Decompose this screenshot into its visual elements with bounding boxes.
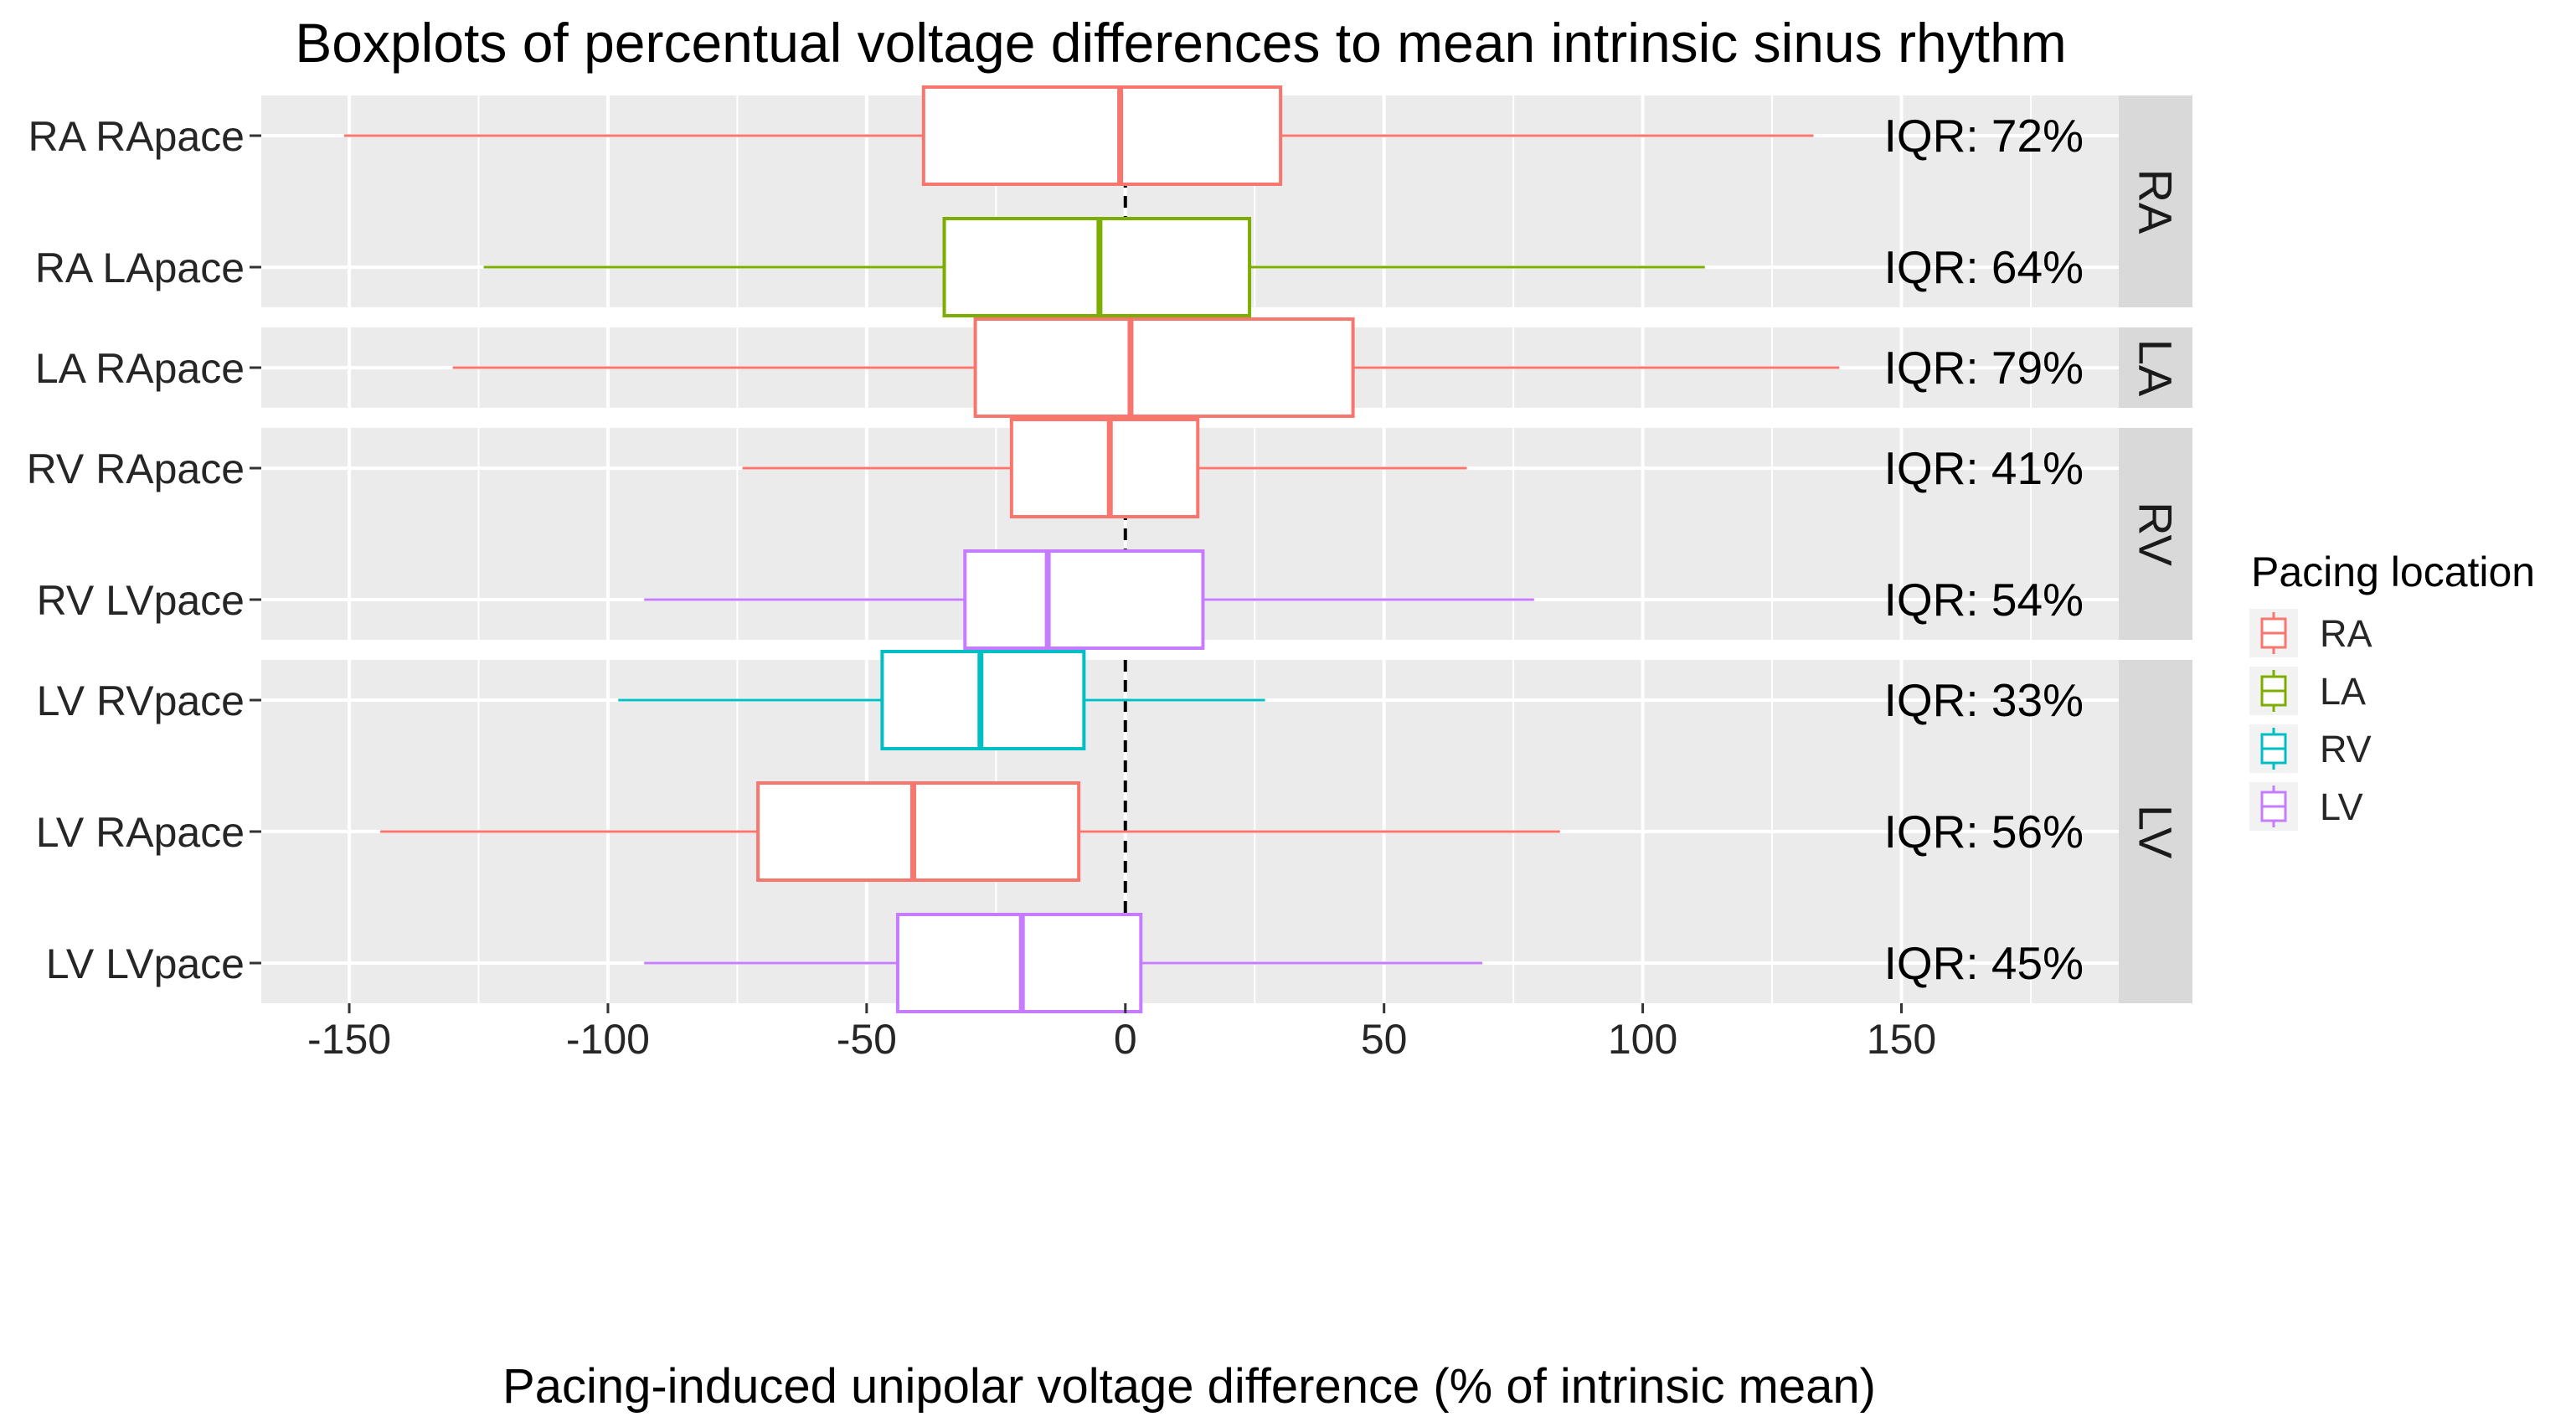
x-tick-label: -50 <box>837 1016 897 1063</box>
x-tick-label: 0 <box>1114 1016 1137 1063</box>
chart-title: Boxplots of percentual voltage differenc… <box>295 12 2067 74</box>
category-label: LA RApace <box>35 345 245 392</box>
x-tick-label: -100 <box>566 1016 650 1063</box>
iqr-label: IQR: 45% <box>1884 937 2084 989</box>
box-ra-lapace <box>483 217 1705 317</box>
box-lv-rvpace <box>618 650 1265 750</box>
box-la-rapace <box>452 317 1840 418</box>
strip-label: RV <box>2130 502 2182 566</box>
iqr-label: IQR: 79% <box>1884 342 2084 394</box>
legend-label: RV <box>2320 728 2372 770</box>
x-tick-label: 50 <box>1361 1016 1408 1063</box>
legend-label: LV <box>2320 786 2363 828</box>
iqr-label: IQR: 64% <box>1884 241 2084 293</box>
category-label: RA LApace <box>35 245 245 291</box>
iqr-label: IQR: 33% <box>1884 674 2084 726</box>
x-tick-label: 100 <box>1608 1016 1677 1063</box>
box-iqr <box>921 85 1283 186</box>
box-iqr <box>973 317 1355 418</box>
legend-label: RA <box>2320 612 2372 655</box>
iqr-label: IQR: 54% <box>1884 574 2084 626</box>
legend-item-ra: RA <box>2249 609 2372 657</box>
box-iqr <box>963 549 1205 650</box>
iqr-label: IQR: 41% <box>1884 442 2084 494</box>
x-tick-label: -150 <box>307 1016 391 1063</box>
iqr-label: IQR: 72% <box>1884 110 2084 162</box>
box-lv-lvpace <box>644 913 1483 1013</box>
box-rv-rapace <box>742 418 1467 518</box>
iqr-label: IQR: 56% <box>1884 806 2084 858</box>
strip-background <box>2119 428 2192 640</box>
x-axis-title: Pacing-induced unipolar voltage differen… <box>502 1359 1876 1414</box>
panel-rv: RV IQR: 41% RV RApace IQR: 54% RV LVpace <box>27 418 2192 650</box>
legend: Pacing location RA LA RV LV <box>2249 549 2535 831</box>
box-lv-rapace <box>380 781 1560 882</box>
box-iqr <box>756 781 1081 882</box>
panel-ra: RA IQR: 72% RA RApace IQR: 64% RA LApace <box>28 85 2192 317</box>
box-iqr <box>1009 418 1200 518</box>
strip-label: LA <box>2130 339 2182 397</box>
category-label: LV RVpace <box>37 677 245 724</box>
category-label: LV LVpace <box>46 940 245 987</box>
strip-background <box>2119 660 2192 1003</box>
legend-item-lv: LV <box>2249 782 2363 831</box>
category-label: LV RApace <box>36 809 245 856</box>
legend-label: LA <box>2320 670 2366 713</box>
legend-item-la: LA <box>2249 667 2366 715</box>
strip-label: LV <box>2130 805 2182 859</box>
legend-item-rv: RV <box>2249 724 2372 773</box>
strip-background <box>2119 95 2192 307</box>
strip-label: RA <box>2130 169 2182 234</box>
panel-lv: LV IQR: 33% LV RVpace IQR: 56% LV RApace IQR:… <box>36 650 2192 1013</box>
panel-la: LA IQR: 79% LA RApace <box>35 317 2192 418</box>
box-ra-rapace <box>343 85 1814 186</box>
box-rv-lvpace <box>644 549 1534 650</box>
category-label: RV LVpace <box>37 577 245 624</box>
category-label: RV RApace <box>27 446 245 492</box>
x-tick-label: 150 <box>1867 1016 1936 1063</box>
legend-title: Pacing location <box>2251 549 2535 595</box>
strip-background <box>2119 327 2192 408</box>
category-label: RA RApace <box>28 113 245 160</box>
